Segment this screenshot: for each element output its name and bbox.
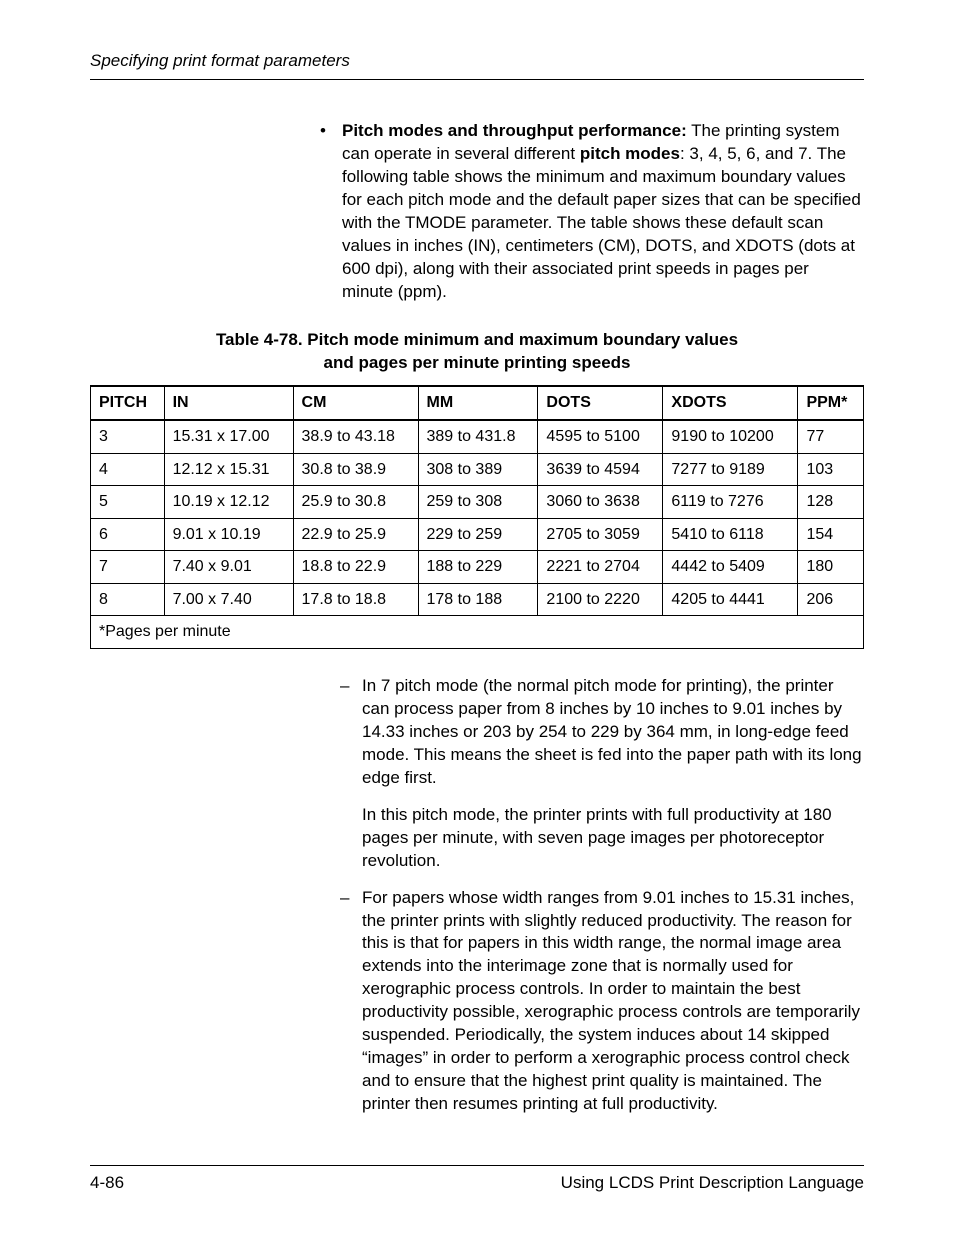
bullet-lead-bold: Pitch modes and throughput performance: [342, 121, 687, 140]
cell: 229 to 259 [418, 518, 538, 551]
inner-paragraph: In this pitch mode, the printer prints w… [362, 804, 864, 873]
bullet-lead-bold2: pitch modes [580, 144, 680, 163]
caption-line1: Table 4-78. Pitch mode minimum and maxim… [216, 330, 738, 349]
dash-marker: – [340, 887, 362, 1116]
cell: 25.9 to 30.8 [293, 486, 418, 519]
page-footer: 4-86 Using LCDS Print Description Langua… [90, 1165, 864, 1195]
cell: 206 [798, 583, 864, 616]
cell: 7 [91, 551, 165, 584]
cell: 5410 to 6118 [663, 518, 798, 551]
table-row: 3 15.31 x 17.00 38.9 to 43.18 389 to 431… [91, 420, 864, 453]
dash-body: In 7 pitch mode (the normal pitch mode f… [362, 675, 864, 790]
dash-item-1: – In 7 pitch mode (the normal pitch mode… [340, 675, 864, 790]
col-ppm: PPM* [798, 386, 864, 420]
cell: 7.00 x 7.40 [164, 583, 293, 616]
cell: 17.8 to 18.8 [293, 583, 418, 616]
pitch-modes-bullet: • Pitch modes and throughput performance… [320, 120, 864, 304]
table-row: 7 7.40 x 9.01 18.8 to 22.9 188 to 229 22… [91, 551, 864, 584]
cell: 3060 to 3638 [538, 486, 663, 519]
cell: 7277 to 9189 [663, 453, 798, 486]
pitch-table: PITCH IN CM MM DOTS XDOTS PPM* 3 15.31 x… [90, 385, 864, 649]
table-row: 6 9.01 x 10.19 22.9 to 25.9 229 to 259 2… [91, 518, 864, 551]
cell: 178 to 188 [418, 583, 538, 616]
cell: 7.40 x 9.01 [164, 551, 293, 584]
table-row: 5 10.19 x 12.12 25.9 to 30.8 259 to 308 … [91, 486, 864, 519]
table-row: 4 12.12 x 15.31 30.8 to 38.9 308 to 389 … [91, 453, 864, 486]
cell: 38.9 to 43.18 [293, 420, 418, 453]
table-header-row: PITCH IN CM MM DOTS XDOTS PPM* [91, 386, 864, 420]
cell: 10.19 x 12.12 [164, 486, 293, 519]
cell: 3639 to 4594 [538, 453, 663, 486]
cell: 6 [91, 518, 165, 551]
bullet-lead-rest2: : 3, 4, 5, 6, and 7. The following table… [342, 144, 861, 301]
cell: 180 [798, 551, 864, 584]
cell: 389 to 431.8 [418, 420, 538, 453]
dash-item-2: – For papers whose width ranges from 9.0… [340, 887, 864, 1116]
cell: 4595 to 5100 [538, 420, 663, 453]
cell: 4442 to 5409 [663, 551, 798, 584]
footer-left: 4-86 [90, 1172, 124, 1195]
cell: 2705 to 3059 [538, 518, 663, 551]
table-body: 3 15.31 x 17.00 38.9 to 43.18 389 to 431… [91, 420, 864, 649]
cell: 154 [798, 518, 864, 551]
table-caption: Table 4-78. Pitch mode minimum and maxim… [90, 329, 864, 375]
cell: 22.9 to 25.9 [293, 518, 418, 551]
bullet-body: Pitch modes and throughput performance: … [342, 120, 864, 304]
dash-marker: – [340, 675, 362, 790]
cell: 3 [91, 420, 165, 453]
cell: 188 to 229 [418, 551, 538, 584]
col-pitch: PITCH [91, 386, 165, 420]
cell: 12.12 x 15.31 [164, 453, 293, 486]
dash-body: For papers whose width ranges from 9.01 … [362, 887, 864, 1116]
footer-right: Using LCDS Print Description Language [561, 1172, 864, 1195]
cell: 9.01 x 10.19 [164, 518, 293, 551]
cell: 4205 to 4441 [663, 583, 798, 616]
page-header: Specifying print format parameters [90, 50, 864, 80]
col-dots: DOTS [538, 386, 663, 420]
table-footnote-row: *Pages per minute [91, 616, 864, 649]
col-in: IN [164, 386, 293, 420]
cell: 2100 to 2220 [538, 583, 663, 616]
cell: 8 [91, 583, 165, 616]
cell: 103 [798, 453, 864, 486]
cell: 9190 to 10200 [663, 420, 798, 453]
cell: 2221 to 2704 [538, 551, 663, 584]
table-row: 8 7.00 x 7.40 17.8 to 18.8 178 to 188 21… [91, 583, 864, 616]
header-title: Specifying print format parameters [90, 51, 350, 70]
cell: 5 [91, 486, 165, 519]
cell: 30.8 to 38.9 [293, 453, 418, 486]
cell: 259 to 308 [418, 486, 538, 519]
bullet-marker: • [320, 120, 342, 304]
cell: 308 to 389 [418, 453, 538, 486]
caption-line2: and pages per minute printing speeds [324, 353, 631, 372]
cell: 6119 to 7276 [663, 486, 798, 519]
cell: 15.31 x 17.00 [164, 420, 293, 453]
col-xdots: XDOTS [663, 386, 798, 420]
cell: 77 [798, 420, 864, 453]
cell: 18.8 to 22.9 [293, 551, 418, 584]
cell: 128 [798, 486, 864, 519]
col-mm: MM [418, 386, 538, 420]
table-footnote: *Pages per minute [91, 616, 864, 649]
col-cm: CM [293, 386, 418, 420]
cell: 4 [91, 453, 165, 486]
